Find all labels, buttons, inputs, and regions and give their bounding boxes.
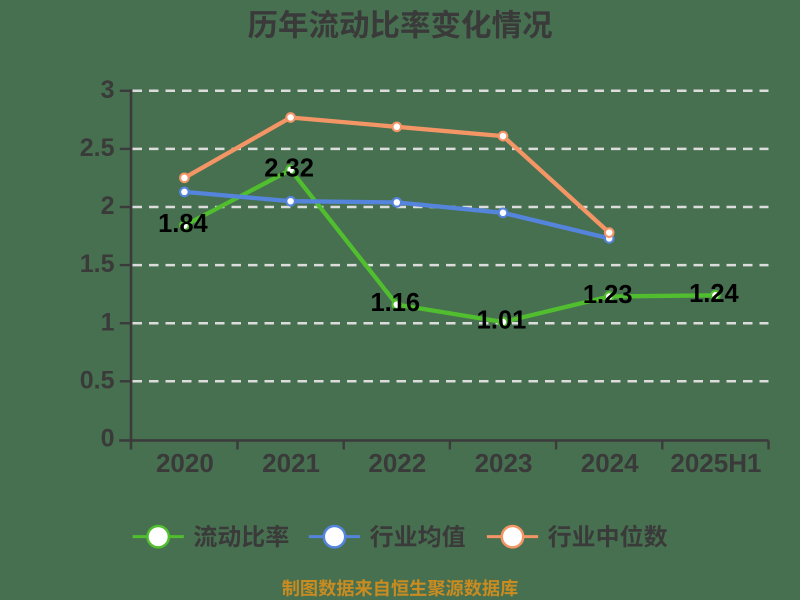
svg-text:2020: 2020 xyxy=(156,448,214,478)
svg-text:1.01: 1.01 xyxy=(477,307,527,335)
svg-text:1.24: 1.24 xyxy=(689,280,739,308)
svg-text:3: 3 xyxy=(101,76,115,104)
svg-text:0: 0 xyxy=(101,425,115,453)
svg-text:0.5: 0.5 xyxy=(80,366,115,394)
svg-text:1.23: 1.23 xyxy=(583,281,633,309)
svg-text:1.5: 1.5 xyxy=(80,250,115,278)
svg-text:2: 2 xyxy=(101,192,115,220)
svg-text:2.5: 2.5 xyxy=(80,134,115,162)
svg-text:1.16: 1.16 xyxy=(370,289,420,317)
svg-text:2021: 2021 xyxy=(262,448,320,478)
svg-text:1: 1 xyxy=(101,308,115,336)
svg-text:2025H1: 2025H1 xyxy=(670,448,761,478)
svg-text:2022: 2022 xyxy=(368,448,426,478)
svg-text:2.32: 2.32 xyxy=(264,154,314,182)
svg-text:2023: 2023 xyxy=(475,448,533,478)
svg-text:2024: 2024 xyxy=(581,448,639,478)
svg-text:1.84: 1.84 xyxy=(158,210,208,238)
